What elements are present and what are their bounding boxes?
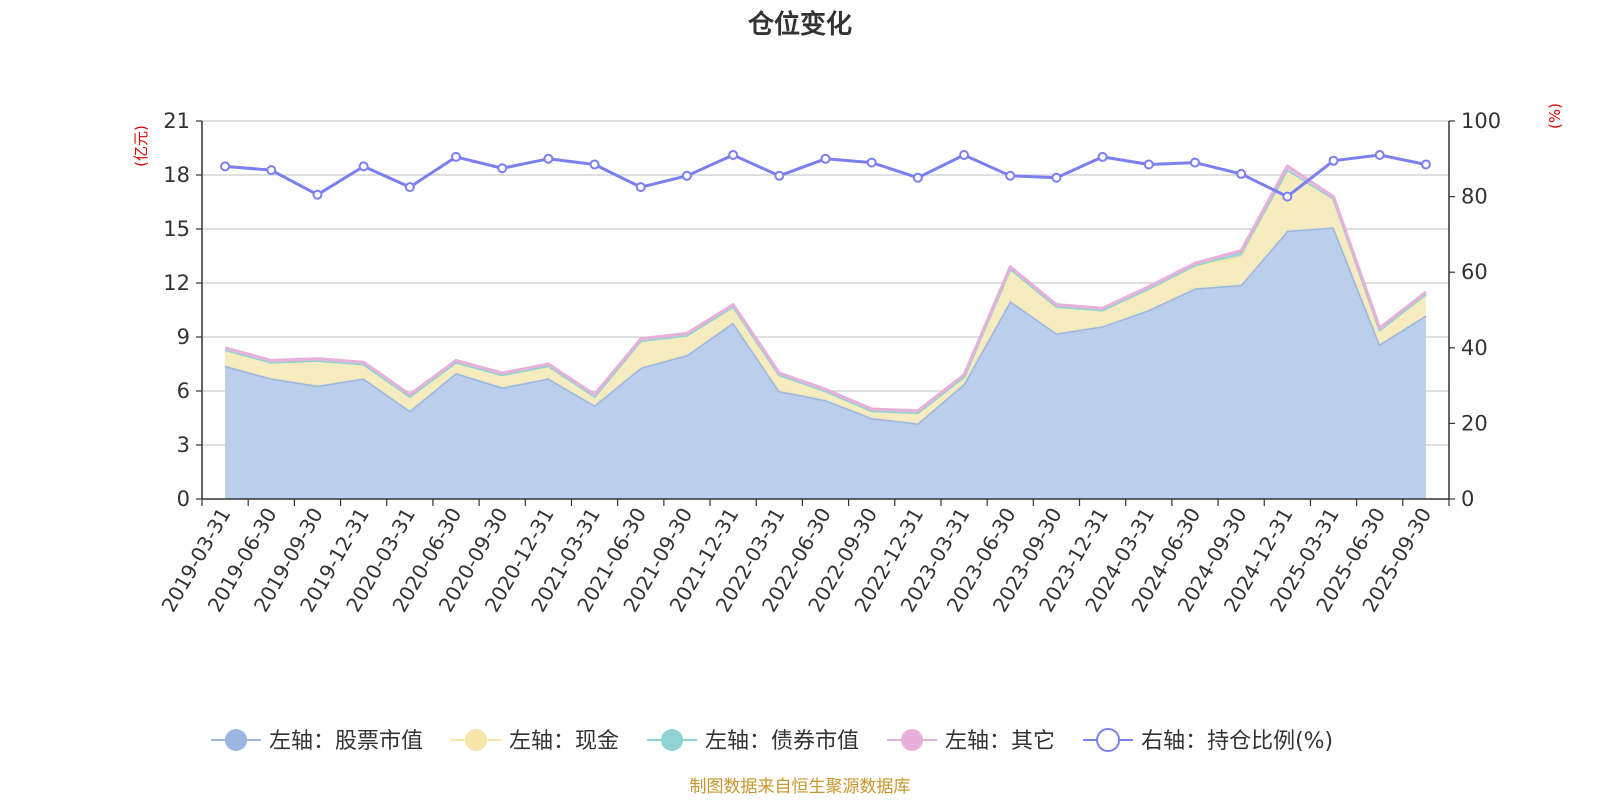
stacked-areas (224, 164, 1427, 499)
ratio-point (1328, 155, 1339, 166)
left-axis-tick-label: 21 (163, 109, 190, 133)
ratio-point (358, 161, 369, 172)
grid-lines (202, 120, 1449, 446)
legend-circle-icon (661, 729, 684, 751)
legend-item-4[interactable]: 左轴：其它 (887, 729, 1055, 754)
ratio-point (1005, 170, 1016, 181)
position-ratio-line (220, 150, 1431, 202)
ratio-point (635, 182, 646, 193)
ratio-point (1097, 151, 1108, 162)
left-axis-tick-label: 6 (177, 379, 190, 403)
left-axis-tick-label: 0 (177, 487, 190, 511)
left-axis-tick-label: 3 (177, 433, 190, 457)
right-axis-tick-label: 0 (1461, 487, 1474, 511)
right-axis-tick-label: 40 (1461, 336, 1488, 360)
ratio-point (1236, 168, 1247, 179)
legend-label: 右轴：持仓比例(%) (1141, 729, 1333, 754)
left-axis-unit: (亿元) (132, 125, 150, 167)
ratio-point (1189, 157, 1200, 168)
ratio-point (774, 170, 785, 181)
ratio-point (728, 150, 739, 161)
area-series-2 (225, 169, 1426, 424)
legend-label: 左轴：其它 (945, 729, 1055, 754)
ratio-point (220, 161, 231, 172)
ratio-point (866, 157, 877, 168)
legend-label: 左轴：现金 (509, 729, 619, 754)
right-axis-tick-label: 60 (1461, 260, 1488, 284)
right-axis-tick-label: 20 (1461, 411, 1488, 435)
ratio-point (404, 182, 415, 193)
left-axis-tick-label: 9 (177, 325, 190, 349)
legend: 左轴：股票市值 左轴：现金 左轴：债券市值 左轴：其它 右轴：持仓比例(%) (211, 728, 1333, 754)
ratio-point (912, 172, 923, 183)
legend-circle-icon (225, 729, 247, 751)
ratio-point (959, 150, 970, 161)
right-axis-tick-label: 80 (1461, 185, 1488, 209)
ratio-point (1282, 191, 1293, 202)
legend-label: 左轴：债券市值 (705, 729, 859, 754)
ratio-point (1143, 159, 1154, 170)
legend-item-3[interactable]: 左轴：债券市值 (647, 729, 859, 754)
left-axis-tick-label: 18 (163, 163, 190, 187)
ratio-point (1420, 159, 1431, 170)
legend-circle-icon (901, 729, 924, 751)
legend-circle-icon (465, 729, 488, 751)
ratio-point (543, 153, 554, 164)
left-axis-tick-label: 12 (163, 271, 190, 295)
legend-item-1[interactable]: 左轴：股票市值 (211, 729, 423, 754)
area-series-4-edge (224, 164, 1427, 413)
right-axis-tick-label: 100 (1461, 109, 1501, 133)
legend-item-2[interactable]: 左轴：现金 (451, 729, 619, 754)
legend-item-5[interactable]: 右轴：持仓比例(%) (1083, 728, 1333, 754)
area-series-1 (225, 227, 1426, 499)
ratio-point (266, 165, 277, 176)
ratio-point (1051, 172, 1062, 183)
legend-circle-icon (1096, 728, 1121, 752)
left-axis-tick-label: 15 (163, 217, 190, 241)
ratio-point (1374, 150, 1385, 161)
ratio-point (312, 189, 323, 200)
legend-label: 左轴：股票市值 (269, 729, 423, 754)
source-note: 制图数据来自恒生聚源数据库 (690, 777, 911, 797)
ratio-point (497, 163, 508, 174)
chart-title: 仓位变化 (747, 9, 852, 40)
ratio-point (451, 151, 462, 162)
ratio-point (820, 153, 831, 164)
ratio-point (681, 170, 692, 181)
right-axis-unit: (%) (1546, 103, 1564, 129)
ratio-point (589, 159, 600, 170)
